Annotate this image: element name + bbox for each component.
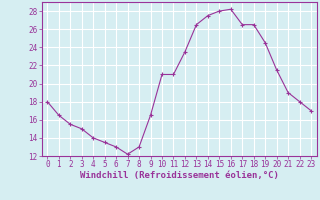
X-axis label: Windchill (Refroidissement éolien,°C): Windchill (Refroidissement éolien,°C) (80, 171, 279, 180)
